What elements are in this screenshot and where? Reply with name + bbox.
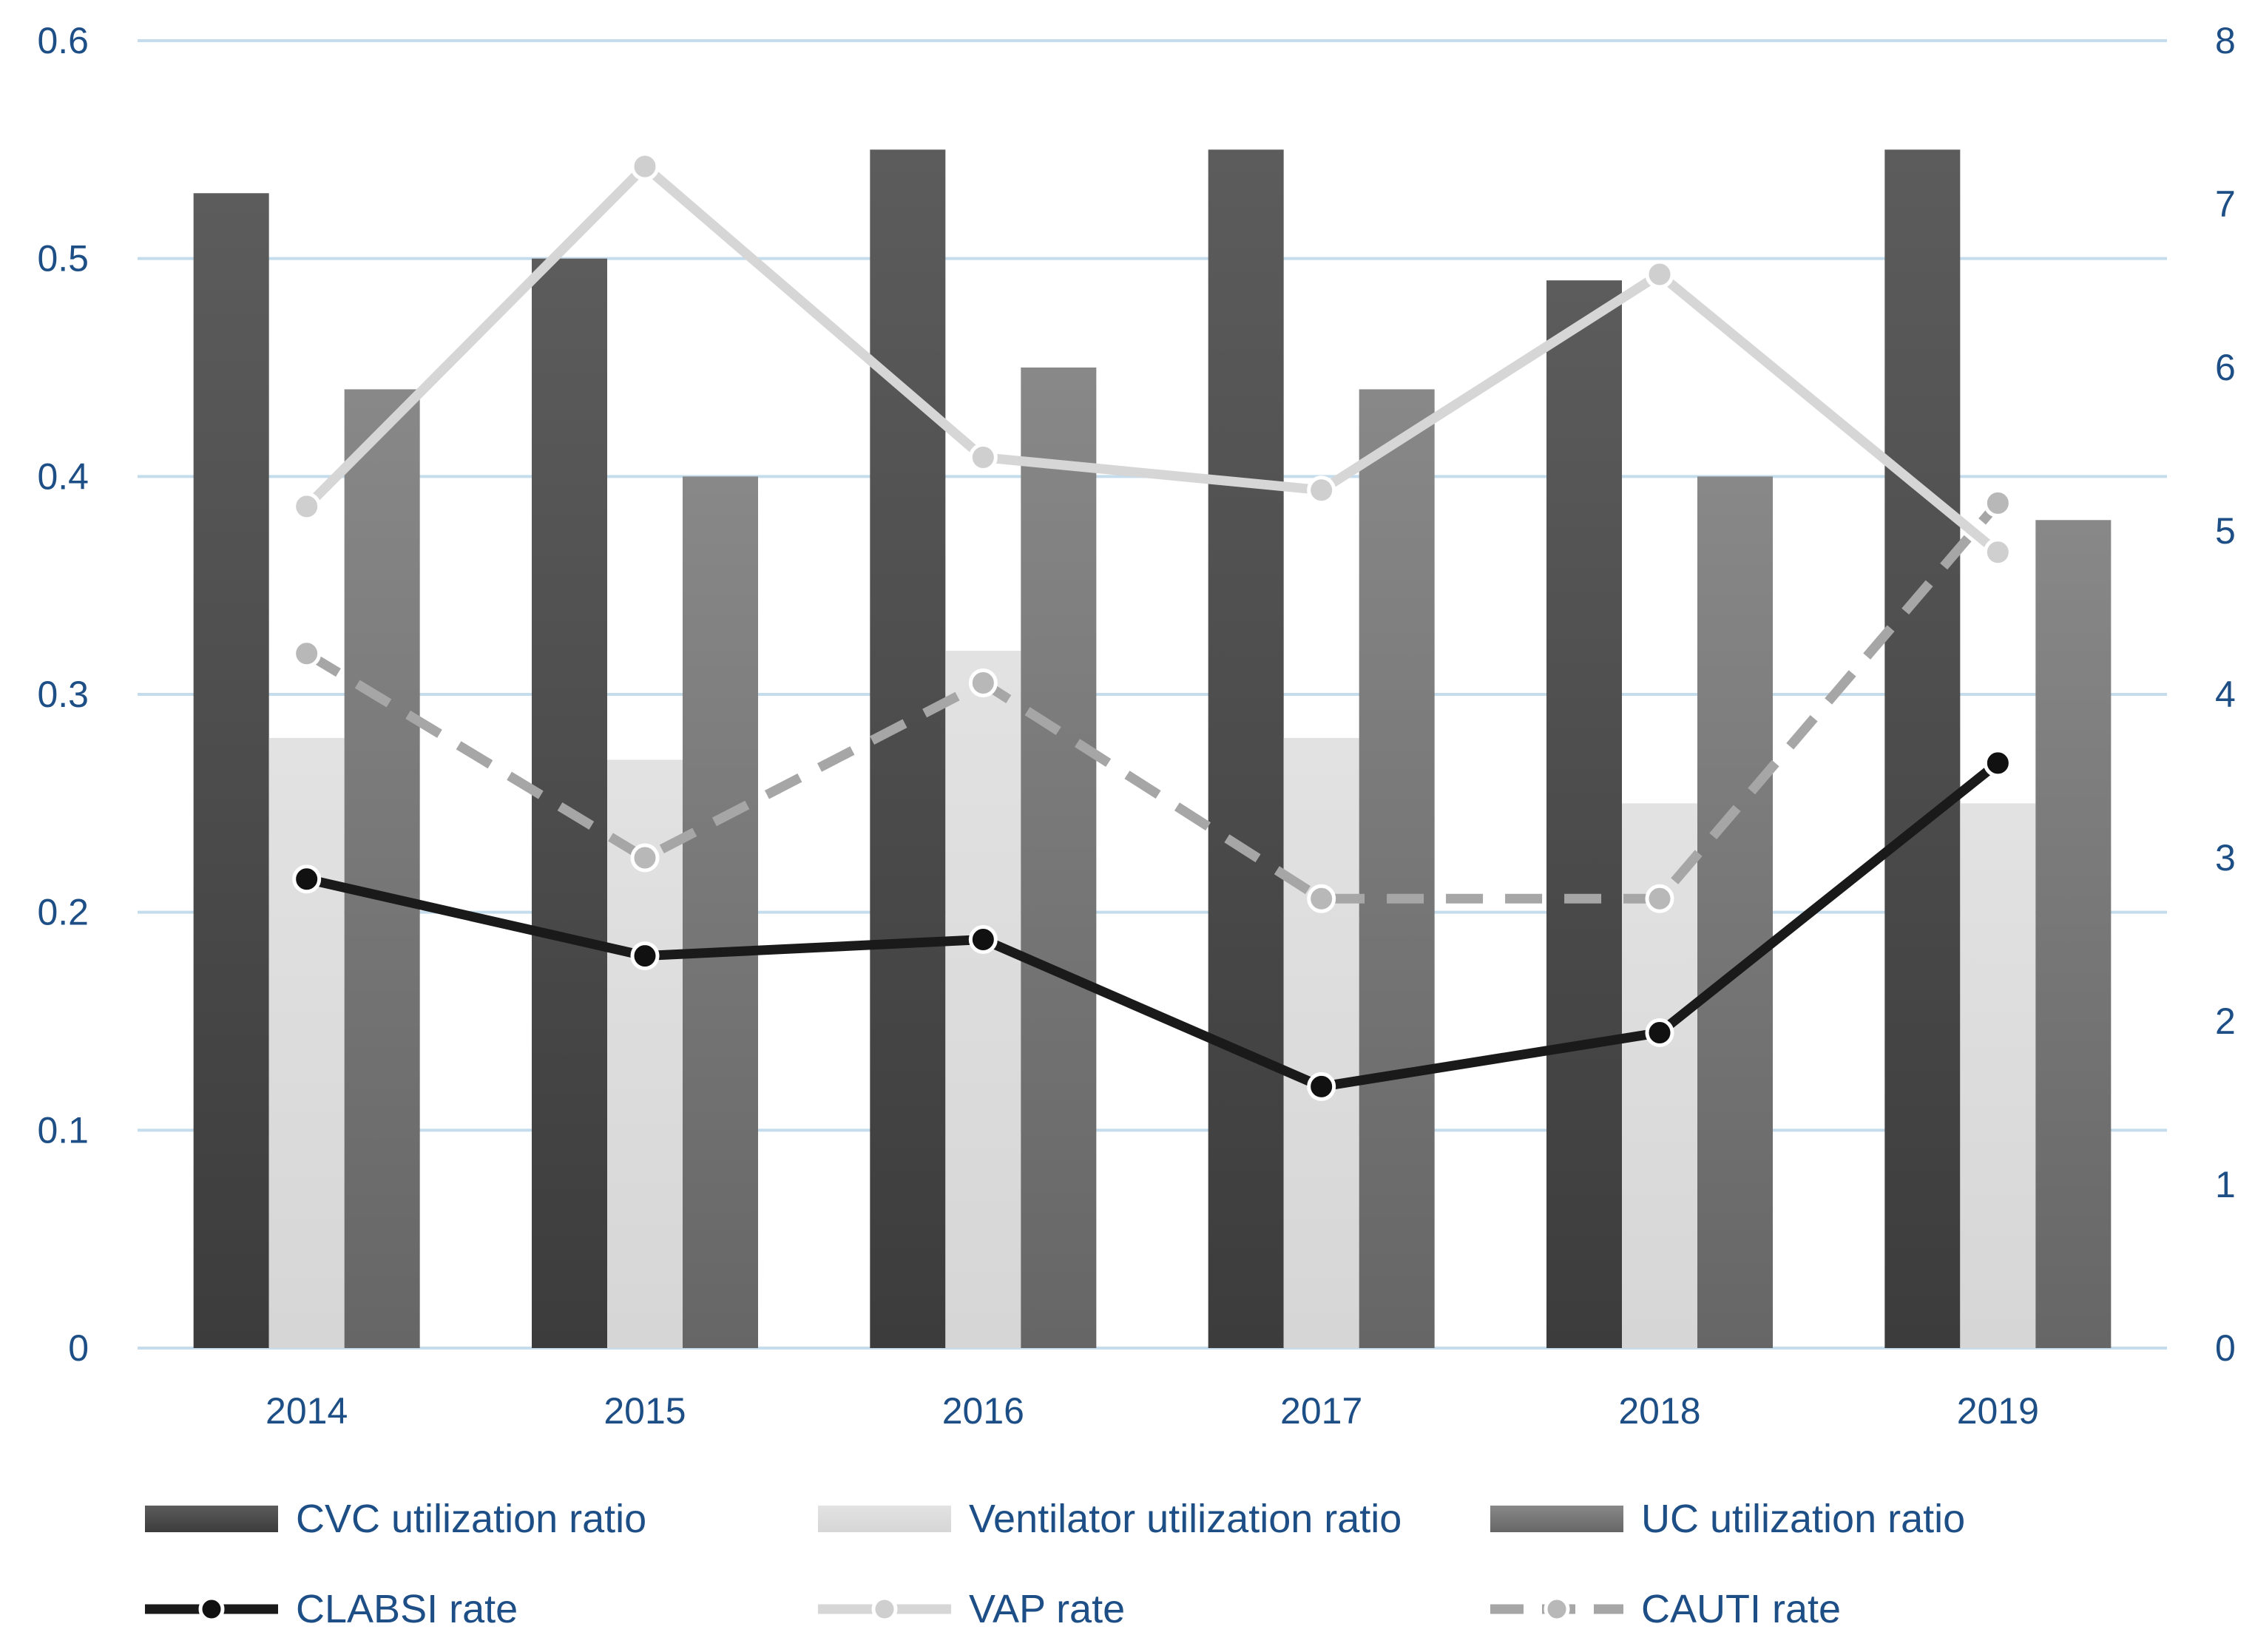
y-right-tick-label: 3 xyxy=(2215,837,2236,879)
y-left-tick-label: 0.4 xyxy=(37,456,89,497)
gridlines xyxy=(138,39,2167,1350)
bar xyxy=(945,651,1021,1348)
line-point xyxy=(1983,748,2012,778)
y-right-tick-label: 5 xyxy=(2215,510,2236,552)
bar xyxy=(1884,149,1961,1348)
legend-swatch xyxy=(1490,1506,1623,1532)
x-tick-label: 2017 xyxy=(1280,1390,1362,1432)
y-right-tick-label: 1 xyxy=(2215,1164,2236,1205)
legend-marker xyxy=(1544,1596,1570,1622)
legend-label: CVC utilization ratio xyxy=(296,1497,646,1541)
x-tick-label: 2019 xyxy=(1957,1390,2039,1432)
axis-labels: 0 0.1 0.2 0.3 0.4 0.5 0.6 0 1 2 3 4 5 6 7 8 2014 2015 2016… xyxy=(37,20,2235,1432)
y-right-tick-label: 8 xyxy=(2215,20,2236,61)
bar xyxy=(532,258,607,1349)
bar xyxy=(1546,280,1622,1349)
legend-label: UC utilization ratio xyxy=(1641,1497,1965,1541)
line-vap-rate xyxy=(303,161,2001,556)
y-left-tick-label: 0 xyxy=(68,1327,89,1369)
line-point xyxy=(292,864,322,894)
y-right-tick-label: 2 xyxy=(2215,1001,2236,1042)
line-clabsi-rate xyxy=(305,759,2001,1091)
line-point xyxy=(1645,884,1674,913)
line-point xyxy=(968,668,998,698)
x-tick-label: 2015 xyxy=(604,1390,686,1432)
bar xyxy=(2035,520,2112,1349)
bar xyxy=(1208,149,1284,1348)
bar xyxy=(1960,803,2036,1348)
legend-label: Ventilator utilization ratio xyxy=(969,1497,1402,1541)
line-point xyxy=(1645,1018,1674,1047)
y-right-tick-label: 6 xyxy=(2215,347,2236,388)
bar xyxy=(344,389,420,1348)
y-left-tick-label: 0.2 xyxy=(37,892,89,933)
bar xyxy=(1283,737,1359,1348)
line-point xyxy=(1307,884,1336,913)
line-point xyxy=(968,443,998,473)
x-tick-label: 2016 xyxy=(942,1390,1024,1432)
x-tick-label: 2014 xyxy=(266,1390,348,1432)
line-point xyxy=(1983,538,2012,567)
line-point xyxy=(292,639,322,668)
bar xyxy=(683,476,758,1349)
line-point xyxy=(1307,1072,1336,1101)
line-point xyxy=(630,152,660,181)
legend: CVC utilization ratio Ventilator utilizat… xyxy=(145,1497,1965,1631)
y-right-tick-label: 7 xyxy=(2215,183,2236,225)
bar xyxy=(1021,368,1097,1348)
y-right-tick-label: 0 xyxy=(2215,1327,2236,1369)
y-left-tick-label: 0.3 xyxy=(37,674,89,715)
line-point xyxy=(630,843,660,873)
line-point xyxy=(968,925,998,954)
bar xyxy=(870,149,946,1348)
y-left-tick-label: 0.6 xyxy=(37,20,89,61)
bar xyxy=(1697,476,1773,1349)
line-series xyxy=(292,152,2012,1101)
legend-marker xyxy=(198,1596,225,1622)
legend-marker xyxy=(871,1596,898,1622)
line-point xyxy=(292,492,322,521)
line-cauti-rate xyxy=(304,500,2002,904)
bar xyxy=(193,193,269,1349)
legend-label: CLABSI rate xyxy=(296,1587,518,1631)
y-right-tick-label: 4 xyxy=(2215,674,2236,715)
line-point xyxy=(1645,260,1674,289)
y-left-tick-label: 0.5 xyxy=(37,238,89,280)
legend-swatch xyxy=(145,1506,278,1532)
line-point xyxy=(1307,475,1336,505)
bar xyxy=(1359,389,1435,1348)
y-left-tick-label: 0.1 xyxy=(37,1109,89,1151)
legend-label: VAP rate xyxy=(969,1587,1125,1631)
legend-label: CAUTI rate xyxy=(1641,1587,1841,1631)
line-point xyxy=(630,941,660,971)
line-point xyxy=(1983,488,2012,518)
bar xyxy=(268,737,345,1348)
bar-series xyxy=(193,149,2112,1349)
x-tick-label: 2018 xyxy=(1618,1390,1700,1432)
legend-swatch xyxy=(818,1506,951,1532)
